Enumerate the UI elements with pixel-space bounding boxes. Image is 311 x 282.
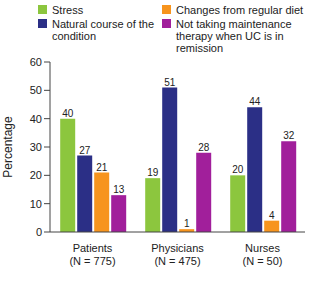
svg-text:13: 13 bbox=[113, 184, 125, 195]
svg-text:20: 20 bbox=[30, 169, 42, 181]
svg-text:4: 4 bbox=[269, 210, 275, 221]
svg-text:50: 50 bbox=[30, 84, 42, 96]
svg-text:Physicians(N = 475): Physicians(N = 475) bbox=[151, 242, 204, 267]
html-text:Changes from regular diet: Changes from regular diet bbox=[176, 4, 304, 16]
html-text:Stress: Stress bbox=[52, 4, 84, 16]
svg-text:27: 27 bbox=[79, 145, 91, 156]
svg-text:0: 0 bbox=[36, 226, 42, 238]
svg-text:60: 60 bbox=[30, 56, 42, 68]
svg-text:40: 40 bbox=[62, 108, 74, 119]
svg-text:51: 51 bbox=[164, 77, 176, 88]
svg-text:Percentage: Percentage bbox=[8, 116, 15, 178]
html-text:Natural course of the conditio: Natural course of the condition bbox=[52, 18, 155, 42]
svg-text:21: 21 bbox=[96, 162, 108, 173]
svg-text:10: 10 bbox=[30, 198, 42, 210]
svg-text:Patients(N = 775): Patients(N = 775) bbox=[69, 242, 115, 267]
svg-text:20: 20 bbox=[232, 164, 244, 175]
html-text:Not taking maintenance therapy: Not taking maintenance therapy when UC i… bbox=[176, 18, 292, 54]
svg-text:28: 28 bbox=[198, 142, 210, 153]
svg-text:40: 40 bbox=[30, 113, 42, 125]
svg-text:1: 1 bbox=[184, 218, 190, 229]
svg-text:44: 44 bbox=[249, 96, 261, 107]
svg-text:30: 30 bbox=[30, 141, 42, 153]
svg-text:19: 19 bbox=[147, 167, 159, 178]
svg-text:Nurses(N = 50): Nurses(N = 50) bbox=[242, 242, 282, 267]
svg-text:32: 32 bbox=[283, 130, 295, 141]
